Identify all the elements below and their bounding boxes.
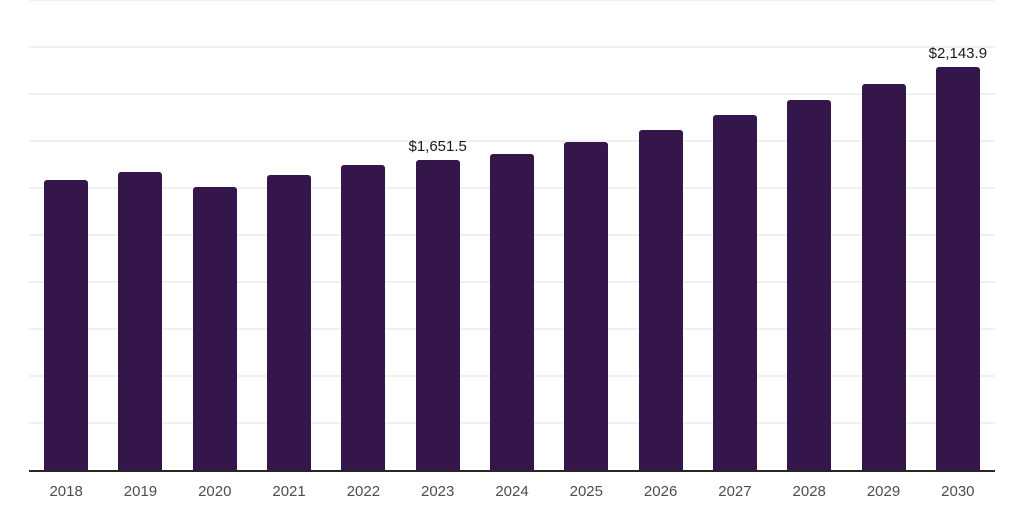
plot-area: $1,651.5 $2,143.9 — [29, 0, 995, 472]
bar-2019 — [118, 172, 163, 470]
bar-2020 — [192, 187, 237, 470]
x-tick-label-2019: 2019 — [123, 483, 158, 500]
x-axis: 2018 2019 2020 2021 2022 2023 2024 2025 2026 2027… — [29, 483, 995, 503]
gridline — [29, 0, 995, 1]
bar-2021 — [267, 174, 312, 470]
x-tick-label-2020: 2020 — [198, 483, 232, 500]
x-tick-label-2030: 2030 — [941, 483, 975, 500]
bar-2024 — [490, 154, 534, 470]
x-tick-label-2028: 2028 — [792, 483, 826, 500]
gridline — [29, 93, 995, 95]
x-tick-label-2018: 2018 — [49, 483, 83, 500]
gridline — [29, 46, 995, 48]
x-tick-label-2024: 2024 — [495, 483, 529, 500]
bar-2028 — [787, 99, 832, 470]
x-tick-label-2022: 2022 — [346, 483, 381, 500]
x-tick-label-2025: 2025 — [569, 483, 603, 500]
x-tick-label-2029: 2029 — [866, 483, 901, 500]
bar-2022 — [341, 165, 386, 470]
x-tick-label-2027: 2027 — [718, 483, 752, 500]
x-tick-label-2023: 2023 — [421, 483, 455, 500]
data-label-2023: $1,651.5 — [408, 137, 467, 155]
bar-2023 — [415, 159, 460, 470]
data-label-2030: $2,143.9 — [928, 44, 988, 62]
bar-2029 — [861, 83, 906, 470]
bar-2030 — [935, 66, 980, 470]
x-tick-label-2021: 2021 — [272, 483, 306, 500]
bar-2018 — [44, 180, 89, 470]
bar-2026 — [638, 129, 683, 470]
gridline — [29, 140, 995, 142]
bar-2025 — [564, 141, 609, 470]
bar-2027 — [712, 114, 757, 470]
x-tick-label-2026: 2026 — [643, 483, 678, 500]
